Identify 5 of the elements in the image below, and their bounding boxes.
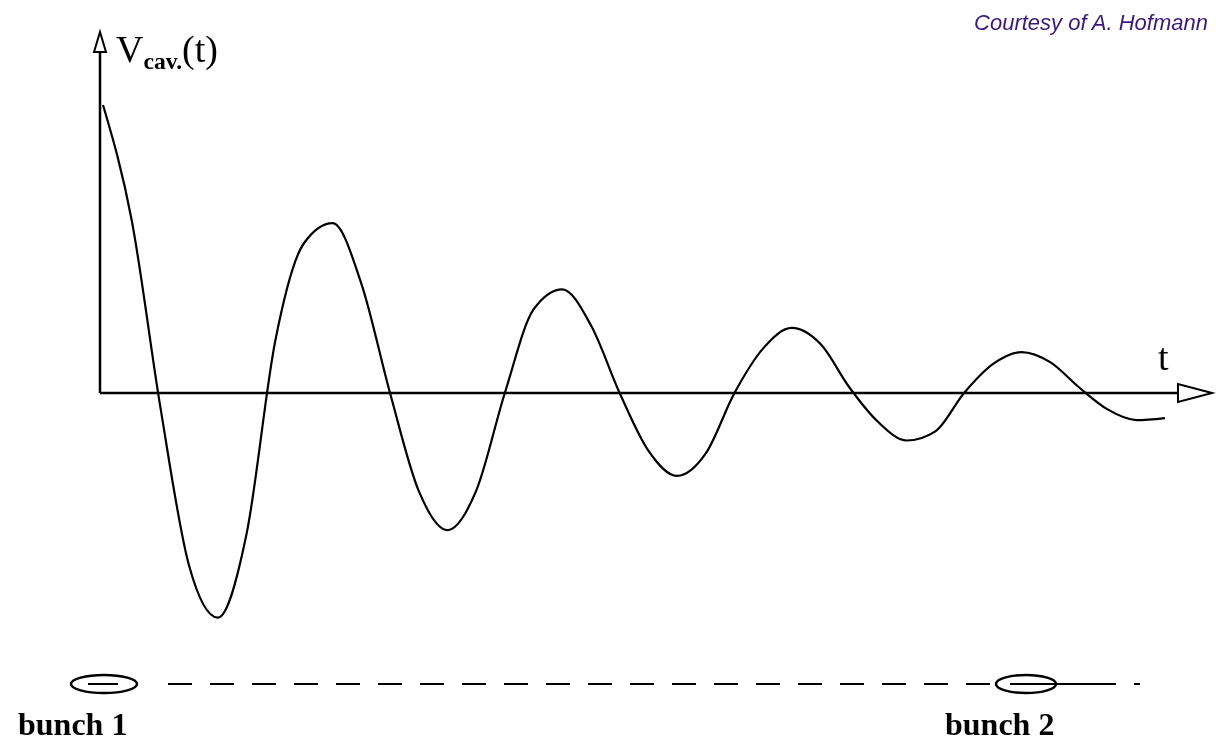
x-axis-title: t: [1158, 336, 1169, 378]
text: bunch 2: [945, 706, 1055, 742]
text: Courtesy of A. Hofmann: [974, 10, 1208, 35]
y-axis-title: V$_{cav.}$(t): [116, 28, 218, 75]
text: bunch 1: [18, 706, 128, 742]
